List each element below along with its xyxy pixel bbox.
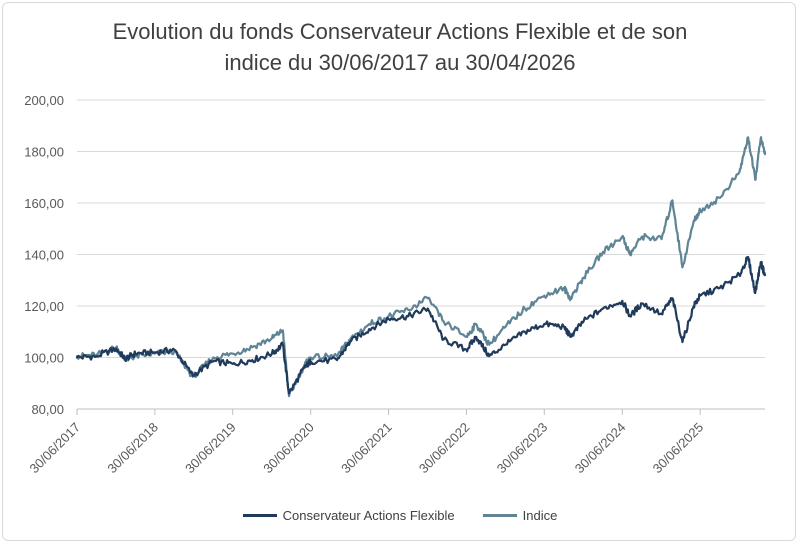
y-tick-label: 80,00 [31,402,64,417]
series-line-fund [75,255,767,395]
chart-title-line-1: Evolution du fonds Conservateur Actions … [112,19,688,44]
x-tick-label: 30/06/2018 [104,420,161,477]
y-tick-label: 160,00 [24,196,64,211]
legend-item-index: Indice [482,508,558,523]
x-tick-label: 30/06/2019 [182,420,239,477]
x-tick-label: 30/06/2024 [572,420,629,477]
legend-item-fund: Conservateur Actions Flexible [242,508,455,523]
x-tick-label: 30/06/2017 [26,420,83,477]
y-tick-label: 200,00 [24,93,64,108]
legend-label-fund: Conservateur Actions Flexible [282,508,455,523]
chart-legend: Conservateur Actions Flexible Indice [0,508,800,523]
x-tick-label: 30/06/2021 [338,420,395,477]
chart-title: Evolution du fonds Conservateur Actions … [0,16,800,78]
y-tick-label: 100,00 [24,351,64,366]
legend-label-index: Indice [522,508,558,523]
x-tick-label: 30/06/2023 [494,420,551,477]
y-tick-label: 140,00 [24,248,64,263]
x-tick-label: 30/06/2020 [260,420,317,477]
x-tick-label: 30/06/2025 [650,420,707,477]
y-tick-label: 120,00 [24,299,64,314]
chart-title-line-2: indice du 30/06/2017 au 30/04/2026 [224,50,576,75]
y-tick-label: 180,00 [24,145,64,160]
legend-swatch-index [482,514,517,517]
legend-swatch-fund [242,514,277,517]
x-tick-label: 30/06/2022 [416,420,473,477]
series-line-index [75,136,767,398]
